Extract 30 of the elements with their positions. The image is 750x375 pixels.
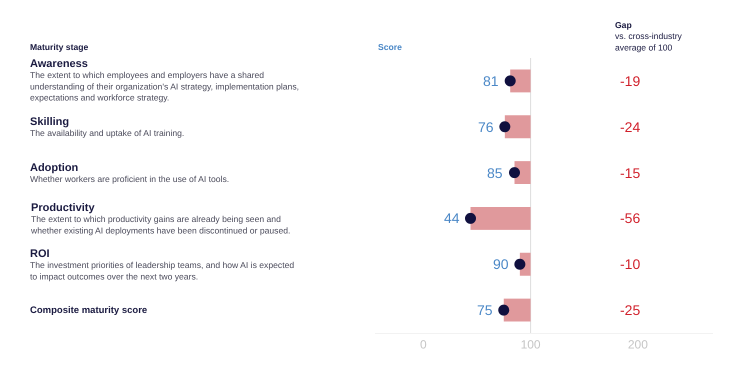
y-tick-label: Composite maturity score <box>30 305 148 316</box>
text: Maturity stage <box>30 42 88 52</box>
x-tick-label: 200 <box>628 337 648 352</box>
text: Score <box>378 42 402 52</box>
data-label: 76 <box>478 119 494 135</box>
point <box>465 212 476 224</box>
data-label: 85 <box>487 165 503 181</box>
y-tick-label: Awareness The extent to which employees and employers have a shared understanding of their organization's AI strategy, implementation plans, expectations and workforce strategy. <box>30 58 299 103</box>
point <box>499 121 510 132</box>
data-label: 44 <box>444 210 460 226</box>
x-tick-label: 0 <box>420 337 427 352</box>
y-tick-label: Skilling The availability and uptake of AI training. <box>30 116 184 138</box>
data-label: -25 <box>620 302 640 318</box>
x-tick-label: 100 <box>520 337 541 352</box>
data-label: -15 <box>620 165 640 181</box>
point <box>508 167 520 178</box>
point <box>514 258 526 270</box>
data-label: -24 <box>620 119 640 135</box>
data-label: -56 <box>620 210 640 226</box>
y-tick-label: Productivity The extent to which productivity gains are already being seen and whether existing AI deployments have been discontinued or paused. <box>30 202 290 236</box>
y-tick-label: Adoption Whether workers are proficient in the use of AI tools. <box>30 162 230 184</box>
data-label: 90 <box>493 256 509 272</box>
data-label: -19 <box>620 73 640 89</box>
data-label: -10 <box>620 256 640 272</box>
point <box>504 75 516 86</box>
point <box>498 304 510 316</box>
text: Gap vs. cross-industry average of 100 <box>615 20 683 52</box>
data-label: 75 <box>477 302 493 318</box>
data-label: 81 <box>483 73 499 89</box>
y-tick-label: ROI The investment priorities of leadership teams, and how AI is expected to impact outcomes over the next two years. <box>30 248 294 282</box>
